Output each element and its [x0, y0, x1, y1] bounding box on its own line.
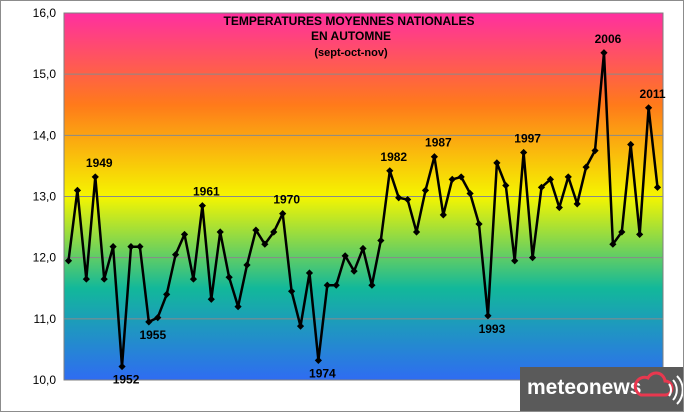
- data-point: [466, 189, 474, 198]
- data-point: [653, 183, 662, 191]
- year-annotation: 1982: [380, 150, 407, 164]
- data-point: [546, 175, 555, 183]
- data-point: [225, 273, 233, 281]
- data-point: [502, 181, 510, 190]
- year-annotation: 1949: [86, 156, 113, 170]
- data-point: [493, 159, 501, 167]
- data-point: [216, 228, 224, 236]
- data-point: [64, 257, 73, 265]
- data-point: [323, 281, 331, 289]
- data-point: [520, 148, 528, 157]
- chart-subtitle: EN AUTOMNE: [311, 29, 391, 43]
- cloud-rain-icon: [633, 371, 684, 405]
- data-point: [118, 362, 126, 371]
- data-point: [591, 147, 599, 155]
- data-point: [412, 228, 421, 236]
- data-point: [198, 202, 206, 210]
- data-point: [243, 261, 251, 269]
- chart-subtitle-months: (sept-oct-nov): [314, 47, 388, 59]
- year-annotation: 1970: [273, 193, 300, 207]
- data-point: [475, 220, 483, 228]
- year-annotation: 1961: [193, 185, 220, 199]
- data-point: [154, 314, 162, 322]
- data-point: [127, 243, 135, 251]
- y-tick-label: 15,0: [33, 67, 57, 81]
- data-point: [439, 211, 447, 219]
- data-point: [288, 287, 296, 295]
- meteonews-logo: meteonews: [520, 367, 684, 411]
- data-point: [564, 173, 572, 181]
- year-annotation: 1974: [309, 366, 336, 380]
- data-point: [252, 226, 260, 234]
- data-point: [484, 312, 492, 320]
- chart-title: TEMPERATURES MOYENNES NATIONALES: [224, 14, 475, 28]
- data-point: [341, 252, 349, 260]
- data-point: [600, 49, 608, 57]
- data-point: [457, 173, 465, 181]
- data-point: [109, 243, 117, 251]
- data-points: [64, 49, 662, 371]
- data-point: [448, 175, 456, 183]
- data-point: [136, 243, 144, 251]
- y-tick-label: 11,0: [34, 312, 57, 326]
- data-point: [627, 140, 635, 149]
- data-point: [609, 240, 617, 248]
- data-point: [368, 281, 376, 289]
- data-point: [430, 153, 438, 161]
- data-point: [261, 240, 269, 248]
- data-point: [332, 281, 340, 289]
- year-annotations: 1949 1952 1955 1961 1970 1974 1982 1987 1993 1997…: [86, 32, 666, 387]
- data-point: [528, 254, 537, 262]
- year-annotation: 1987: [425, 136, 452, 150]
- logo-text: meteonews: [527, 376, 641, 399]
- data-point: [82, 275, 90, 283]
- data-point: [296, 322, 305, 330]
- y-axis-ticks: 10,0 11,0 12,0 13,0 14,0 15,0 16,0: [33, 6, 57, 387]
- data-point: [314, 356, 322, 365]
- data-point: [359, 244, 367, 253]
- data-point: [305, 269, 314, 277]
- data-point: [644, 104, 653, 112]
- data-point: [163, 290, 171, 298]
- data-point: [73, 186, 82, 194]
- data-point: [555, 203, 563, 212]
- y-tick-label: 10,0: [33, 373, 57, 387]
- data-point: [270, 228, 278, 236]
- gridlines: [64, 73, 663, 320]
- data-point: [171, 251, 180, 259]
- data-point: [582, 163, 590, 171]
- data-point: [537, 183, 546, 191]
- year-annotation: 1955: [139, 328, 166, 342]
- data-point: [180, 230, 189, 239]
- data-point: [511, 257, 519, 265]
- data-point: [189, 275, 198, 283]
- data-point: [618, 228, 626, 236]
- y-tick-label: 12,0: [33, 251, 57, 265]
- data-point: [279, 210, 287, 218]
- year-annotation: 1952: [113, 373, 140, 387]
- data-point: [573, 200, 581, 208]
- data-point: [636, 230, 644, 239]
- year-annotation: 2006: [595, 32, 622, 46]
- data-point: [377, 236, 385, 245]
- year-annotation: 2011: [640, 87, 666, 101]
- y-tick-label: 16,0: [33, 6, 57, 20]
- data-point: [100, 275, 108, 283]
- data-point: [386, 167, 394, 175]
- data-point: [145, 318, 153, 326]
- year-annotation: 1993: [479, 322, 506, 336]
- data-point: [350, 267, 358, 275]
- data-point: [234, 303, 242, 311]
- year-annotation: 1997: [514, 131, 541, 145]
- data-point: [207, 295, 215, 303]
- y-tick-label: 13,0: [33, 190, 57, 204]
- y-tick-label: 14,0: [33, 128, 57, 142]
- data-point: [395, 194, 403, 202]
- data-point: [91, 173, 99, 181]
- data-point: [404, 195, 412, 204]
- data-point: [421, 186, 430, 194]
